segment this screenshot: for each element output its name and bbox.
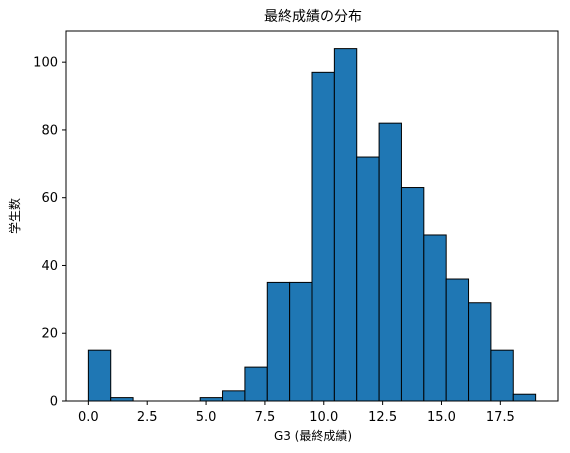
histogram-bar (423, 234, 447, 402)
y-tick-label: 60 (41, 191, 58, 206)
histogram-bar (87, 349, 112, 402)
histogram-bar (490, 349, 514, 402)
histogram-bar (110, 397, 134, 402)
x-axis: 0.0 2.5 5.0 7.5 10.0 12.5 15.0 17.5 (78, 401, 515, 425)
bars-group (87, 48, 537, 402)
x-axis-label: G3 (最終成績) (274, 428, 352, 443)
x-tick-label: 5.0 (196, 410, 217, 425)
histogram-bar (244, 366, 268, 402)
histogram-bar (222, 390, 246, 402)
histogram-bar (445, 278, 470, 402)
x-tick-label: 12.5 (368, 410, 397, 425)
histogram-bar (266, 281, 291, 402)
histogram-bar (199, 397, 224, 402)
y-tick-label: 20 (41, 327, 58, 342)
histogram-bar (333, 48, 358, 402)
y-tick-label: 40 (41, 259, 58, 274)
y-tick-label: 0 (50, 395, 58, 410)
chart-title: 最終成績の分布 (264, 9, 362, 25)
histogram-bar (400, 187, 425, 402)
x-tick-label: 0.0 (78, 410, 99, 425)
x-tick-label: 7.5 (255, 410, 276, 425)
histogram-bar (512, 393, 537, 402)
x-tick-label: 10.0 (309, 410, 338, 425)
y-tick-label: 100 (33, 56, 58, 71)
histogram-bar (289, 281, 313, 402)
plot-frame (65, 30, 559, 402)
histogram-bar (311, 71, 335, 402)
histogram-bar (378, 122, 402, 402)
x-tick-label: 17.5 (486, 410, 515, 425)
x-tick-label: 2.5 (137, 410, 158, 425)
y-axis: 0 20 40 60 80 100 (33, 56, 66, 410)
x-tick-label: 15.0 (427, 410, 456, 425)
y-tick-label: 80 (41, 123, 58, 138)
histogram-bar (356, 156, 380, 402)
histogram-bar (468, 302, 492, 402)
y-axis-label: 学生数 (7, 198, 22, 234)
